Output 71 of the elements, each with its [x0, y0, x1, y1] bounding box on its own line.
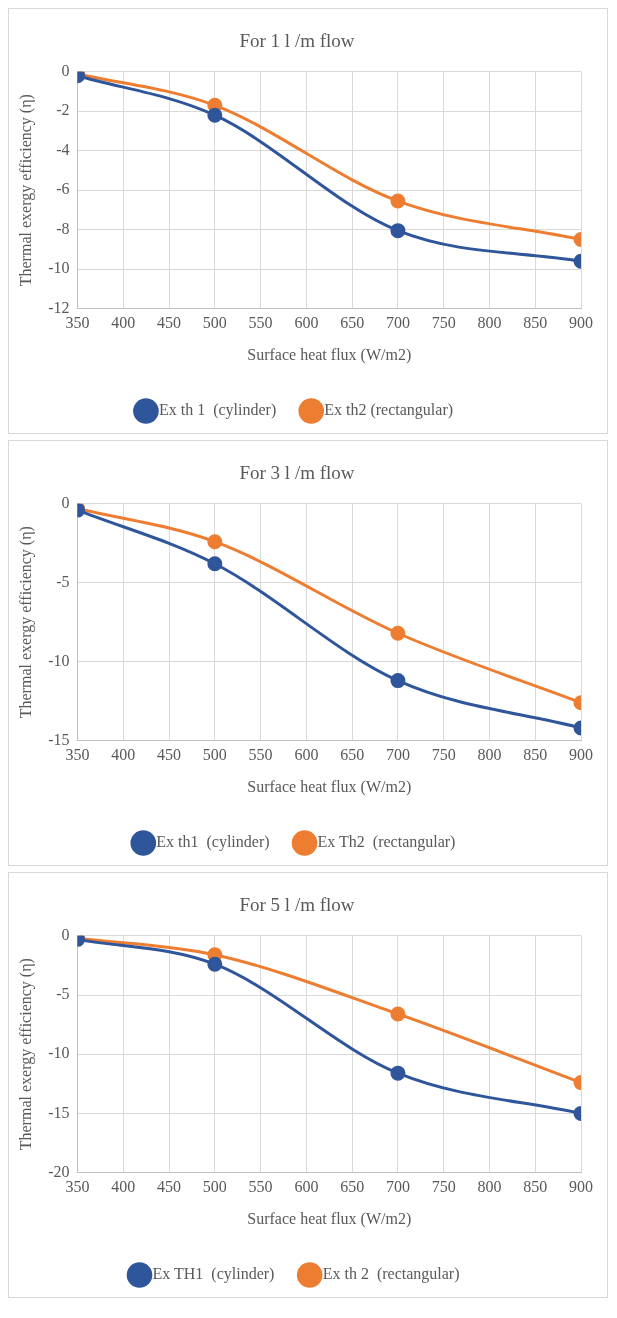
y-tick-label: -4	[56, 140, 70, 158]
x-tick-label: 900	[569, 314, 593, 332]
chart-title: For 5 l /m flow	[239, 894, 355, 916]
x-tick-label: 550	[248, 746, 273, 764]
x-axis-title: Surface heat flux (W/m2)	[247, 777, 412, 796]
legend-label: Ex th1 (cylinder)	[156, 833, 270, 852]
point	[390, 625, 406, 641]
x-tick-label: 650	[340, 746, 365, 764]
legend-label: Ex th 1 (cylinder)	[158, 401, 277, 420]
x-tick-label: 600	[294, 314, 319, 332]
x-tick-label: 900	[569, 746, 593, 764]
x-tick-label: 650	[340, 1178, 365, 1196]
x-tick-label: 600	[294, 1178, 319, 1196]
x-tick-label: 850	[523, 746, 548, 764]
chart-title: For 1 l /m flow	[239, 30, 355, 52]
y-tick-label: -8	[56, 219, 70, 237]
y-tick-label: -20	[48, 1162, 70, 1180]
x-tick-label: 850	[523, 314, 548, 332]
y-tick-label: 0	[61, 494, 70, 511]
x-tick-label: 400	[111, 314, 136, 332]
x-tick-label: 350	[65, 746, 90, 764]
x-tick-label: 800	[477, 314, 502, 332]
x-tick-label: 700	[385, 1178, 410, 1196]
x-tick-label: 500	[202, 314, 227, 332]
y-tick-label: -10	[48, 1044, 70, 1062]
y-tick-label: -2	[56, 101, 70, 119]
legend-label: Ex TH1 (cylinder)	[152, 1265, 275, 1284]
y-axis-title: Thermal exergy efficiency (η)	[16, 526, 35, 719]
y-tick-label: -10	[48, 259, 70, 277]
x-tick-label: 450	[157, 746, 182, 764]
x-tick-label: 750	[431, 746, 456, 764]
x-tick-label: 550	[248, 1178, 273, 1196]
x-axis-title: Surface heat flux (W/m2)	[247, 1209, 412, 1228]
point	[390, 1006, 406, 1022]
x-tick-label: 650	[340, 314, 365, 332]
legend-label: Ex th2 (rectangular)	[324, 401, 454, 420]
legend-label: Ex Th2 (rectangular)	[317, 833, 456, 852]
y-tick-label: -15	[48, 730, 70, 748]
x-tick-label: 400	[111, 746, 136, 764]
y-axis-title: Thermal exergy efficiency (η)	[16, 94, 35, 287]
y-tick-label: -10	[48, 651, 70, 669]
point	[390, 193, 406, 209]
x-tick-label: 750	[431, 314, 456, 332]
chart-title: For 3 l /m flow	[239, 462, 355, 484]
x-tick-label: 350	[65, 314, 90, 332]
x-tick-label: 450	[157, 314, 182, 332]
legend-label: Ex th 2 (rectangular)	[322, 1265, 460, 1284]
x-tick-label: 550	[248, 314, 273, 332]
y-tick-label: 0	[61, 62, 70, 79]
x-tick-label: 750	[431, 1178, 456, 1196]
x-tick-label: 700	[385, 746, 410, 764]
x-tick-label: 450	[157, 1178, 182, 1196]
x-tick-label: 600	[294, 746, 319, 764]
x-tick-label: 350	[65, 1178, 90, 1196]
x-tick-label: 900	[569, 1178, 593, 1196]
y-tick-label: -12	[48, 298, 70, 316]
y-tick-label: 0	[61, 926, 70, 943]
y-tick-label: -15	[48, 1103, 70, 1121]
x-tick-label: 800	[477, 1178, 502, 1196]
y-tick-label: -5	[56, 572, 70, 590]
y-tick-label: -5	[56, 985, 70, 1003]
y-tick-label: -6	[56, 180, 70, 198]
x-tick-label: 500	[202, 746, 227, 764]
x-tick-label: 500	[202, 1178, 227, 1196]
x-axis-title: Surface heat flux (W/m2)	[247, 345, 412, 364]
x-tick-label: 800	[477, 746, 502, 764]
x-tick-label: 850	[523, 1178, 548, 1196]
y-axis-title: Thermal exergy efficiency (η)	[16, 958, 35, 1151]
point	[207, 534, 223, 550]
x-tick-label: 400	[111, 1178, 136, 1196]
x-tick-label: 700	[385, 314, 410, 332]
